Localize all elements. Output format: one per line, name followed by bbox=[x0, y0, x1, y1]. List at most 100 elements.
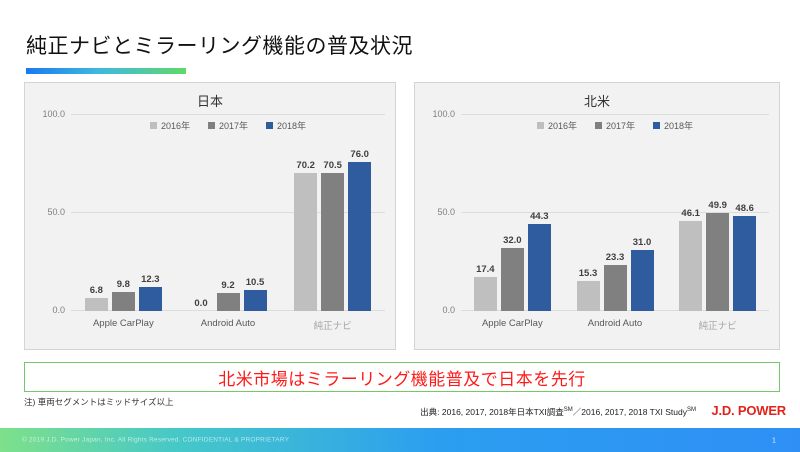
chart-title-north-america: 北米 bbox=[583, 94, 610, 109]
x-axis-category-label: Android Auto bbox=[587, 318, 643, 329]
bar[interactable]: 70.2 bbox=[294, 160, 318, 311]
bar[interactable]: 12.3 bbox=[138, 274, 162, 311]
bar-value-label: 46.1 bbox=[681, 207, 700, 219]
legend-swatch-icon bbox=[207, 122, 215, 129]
callout-text: 北米市場はミラーリング機能普及で日本を先行 bbox=[218, 369, 586, 389]
legend-label: 2017年 bbox=[605, 121, 636, 131]
bar[interactable]: 32.0 bbox=[500, 235, 524, 311]
bar-slot: 0.0 bbox=[190, 115, 213, 311]
bar[interactable]: 44.3 bbox=[527, 211, 551, 311]
legend-label: 2017年 bbox=[218, 121, 249, 131]
bar[interactable]: 15.3 bbox=[576, 268, 600, 311]
bar-value-label: 49.9 bbox=[708, 200, 727, 212]
x-axis-category-label: 純正ナビ bbox=[698, 321, 737, 332]
bar[interactable]: 46.1 bbox=[679, 208, 703, 311]
chart-title-japan: 日本 bbox=[196, 94, 223, 109]
bar-slot: 32.0 bbox=[500, 115, 524, 311]
legend-item[interactable]: 2016年 bbox=[149, 119, 190, 132]
bar[interactable]: 23.3 bbox=[603, 252, 627, 311]
bar-value-label: 48.6 bbox=[735, 202, 754, 214]
bar-group: 0.0 9.2 10.5 Android Auto bbox=[176, 115, 281, 329]
x-axis-category-label: Android Auto bbox=[200, 318, 256, 329]
chart-panel-north-america[interactable]: 北米 0.0 50.0 100.0 2016年 2017年 2018年 17.4 32.0 44… bbox=[414, 82, 780, 350]
legend-item[interactable]: 2017年 bbox=[594, 119, 636, 132]
bar[interactable]: 6.8 bbox=[84, 285, 108, 311]
bar[interactable]: 9.8 bbox=[111, 279, 135, 311]
title-accent-rule bbox=[26, 68, 186, 74]
callout-box: 北米市場はミラーリング機能普及で日本を先行 bbox=[24, 362, 780, 392]
bar-groups: 17.4 32.0 44.3 Apple CarPlay 15.3 23.3 31.0 And… bbox=[461, 115, 769, 332]
chart-legend: 2016年 2017年 2018年 bbox=[71, 119, 385, 132]
bar-slot: 23.3 bbox=[603, 115, 627, 311]
bar-group: 15.3 23.3 31.0 Android Auto bbox=[564, 115, 667, 329]
y-axis-tick-label: 100.0 bbox=[42, 109, 65, 119]
legend-swatch-icon bbox=[266, 122, 274, 129]
bar-value-label: 12.3 bbox=[141, 273, 160, 285]
bar-value-label: 70.5 bbox=[323, 159, 342, 171]
bar-value-label: 70.2 bbox=[296, 160, 315, 172]
gridline: 50.0 bbox=[47, 207, 385, 217]
bar-slot: 44.3 bbox=[527, 115, 551, 311]
bar-value-label: 0.0 bbox=[194, 298, 208, 309]
bar-value-label: 23.3 bbox=[605, 252, 625, 264]
footer-page-number: 1 bbox=[771, 435, 776, 445]
bar[interactable]: 17.4 bbox=[473, 264, 497, 311]
bar[interactable]: 70.5 bbox=[321, 160, 345, 311]
bar-slot: 31.0 bbox=[630, 115, 654, 311]
y-axis-tick-label: 0.0 bbox=[442, 305, 455, 315]
bar-slot: 9.8 bbox=[111, 115, 135, 311]
legend-item[interactable]: 2018年 bbox=[653, 119, 693, 132]
page-title: 純正ナビとミラーリング機能の普及状況 bbox=[26, 35, 413, 58]
bar-group: 6.8 9.8 12.3 Apple CarPlay bbox=[71, 115, 176, 329]
bar-slot: 70.2 bbox=[294, 115, 318, 311]
chart-legend: 2016年 2017年 2018年 bbox=[461, 119, 769, 132]
source-prefix: 出典: 2016, 2017, 2018年日本TXI調査 bbox=[420, 407, 564, 417]
bar-group: 46.1 49.9 48.6 純正ナビ bbox=[666, 115, 769, 332]
legend-item[interactable]: 2016年 bbox=[536, 119, 577, 132]
legend-swatch-icon bbox=[653, 122, 661, 129]
y-axis-tick-label: 0.0 bbox=[52, 305, 65, 315]
gridline: 50.0 bbox=[437, 207, 769, 217]
bar-value-label: 44.3 bbox=[530, 211, 549, 223]
service-mark-1: SM bbox=[563, 407, 573, 414]
bar-value-label: 31.0 bbox=[632, 237, 652, 249]
source-middle: ／2016, 2017, 2018 TXI Study bbox=[572, 407, 687, 417]
legend-label: 2016年 bbox=[160, 121, 190, 131]
jd-power-logo: J.D. POWER bbox=[711, 403, 786, 418]
bar[interactable]: 48.6 bbox=[733, 203, 757, 311]
bar[interactable]: 31.0 bbox=[630, 237, 654, 311]
bar-value-label: 76.0 bbox=[350, 149, 369, 161]
source-citation: 出典: 2016, 2017, 2018年日本TXI調査SM／2016, 201… bbox=[420, 406, 696, 418]
plot-area-north-america: 0.0 50.0 100.0 2016年 2017年 2018年 17.4 32.0 44.3 A… bbox=[432, 109, 769, 332]
x-axis-category-label: Apple CarPlay bbox=[481, 318, 543, 329]
y-axis-tick-label: 100.0 bbox=[432, 109, 455, 119]
y-axis-tick-label: 50.0 bbox=[47, 207, 65, 217]
bar-value-label: 10.5 bbox=[245, 277, 265, 289]
legend-swatch-icon bbox=[536, 122, 544, 129]
legend-item[interactable]: 2018年 bbox=[266, 119, 306, 132]
bar-slot: 17.4 bbox=[473, 115, 497, 311]
bar-value-label: 9.8 bbox=[116, 278, 130, 290]
chart-panel-japan[interactable]: 日本 0.0 50.0 100.0 2016年 2017年 2018年 6.8 9.8 12.3… bbox=[24, 82, 396, 350]
bar-slot: 12.3 bbox=[138, 115, 162, 311]
footnote-note: 注) 車両セグメントはミッドサイズ以上 bbox=[24, 397, 174, 407]
bar[interactable]: 9.2 bbox=[216, 280, 240, 311]
bar-slot: 76.0 bbox=[348, 115, 372, 311]
service-mark-2: SM bbox=[687, 407, 696, 414]
bar[interactable]: 76.0 bbox=[348, 149, 372, 311]
legend-label: 2018年 bbox=[664, 121, 694, 131]
bar[interactable]: 49.9 bbox=[706, 200, 730, 311]
bar-value-label: 6.8 bbox=[89, 284, 103, 296]
bar-value-label: 9.2 bbox=[221, 279, 235, 291]
legend-item[interactable]: 2017年 bbox=[207, 119, 249, 132]
bar-slot: 46.1 bbox=[679, 115, 703, 311]
bar-group: 70.2 70.5 76.0 純正ナビ bbox=[280, 115, 385, 332]
bar-slot: 70.5 bbox=[321, 115, 345, 311]
x-axis-category-label: Apple CarPlay bbox=[92, 318, 154, 329]
bar[interactable]: 10.5 bbox=[243, 277, 267, 311]
legend-swatch-icon bbox=[594, 122, 602, 129]
legend-swatch-icon bbox=[149, 122, 157, 129]
bar-group: 17.4 32.0 44.3 Apple CarPlay bbox=[461, 115, 564, 329]
bar-slot: 15.3 bbox=[576, 115, 600, 311]
